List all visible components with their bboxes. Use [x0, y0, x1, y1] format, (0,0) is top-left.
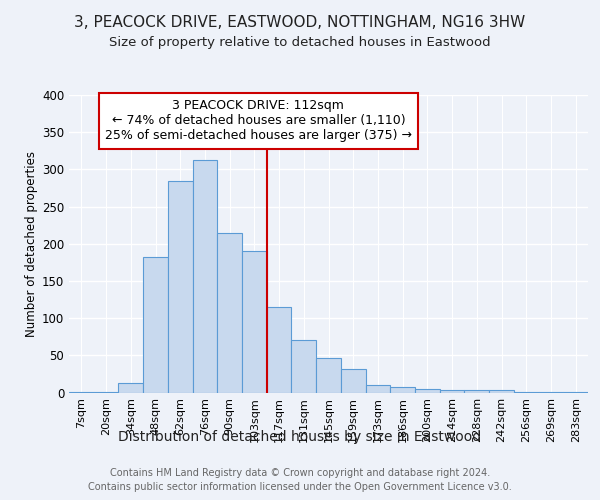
Bar: [341, 368, 365, 392]
Bar: [489, 390, 514, 392]
Bar: [440, 390, 464, 392]
Bar: [390, 386, 415, 392]
Bar: [464, 390, 489, 392]
Text: Distribution of detached houses by size in Eastwood: Distribution of detached houses by size …: [118, 430, 482, 444]
Bar: [193, 160, 217, 392]
Bar: [118, 383, 143, 392]
Text: 3, PEACOCK DRIVE, EASTWOOD, NOTTINGHAM, NG16 3HW: 3, PEACOCK DRIVE, EASTWOOD, NOTTINGHAM, …: [74, 15, 526, 30]
Text: Size of property relative to detached houses in Eastwood: Size of property relative to detached ho…: [109, 36, 491, 49]
Y-axis label: Number of detached properties: Number of detached properties: [25, 151, 38, 337]
Text: Contains HM Land Registry data © Crown copyright and database right 2024.: Contains HM Land Registry data © Crown c…: [110, 468, 490, 477]
Bar: [267, 307, 292, 392]
Bar: [415, 389, 440, 392]
Text: Contains public sector information licensed under the Open Government Licence v3: Contains public sector information licen…: [88, 482, 512, 492]
Text: 3 PEACOCK DRIVE: 112sqm
← 74% of detached houses are smaller (1,110)
25% of semi: 3 PEACOCK DRIVE: 112sqm ← 74% of detache…: [105, 100, 412, 142]
Bar: [217, 232, 242, 392]
Bar: [143, 257, 168, 392]
Bar: [242, 251, 267, 392]
Bar: [365, 385, 390, 392]
Bar: [168, 180, 193, 392]
Bar: [292, 340, 316, 392]
Bar: [316, 358, 341, 392]
